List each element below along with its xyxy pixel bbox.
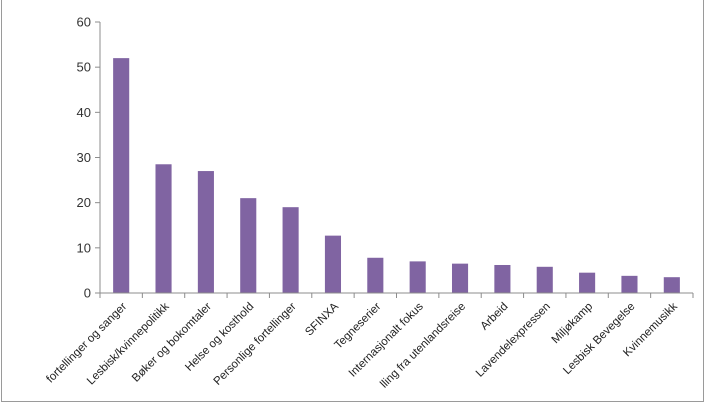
x-axis: fortellinger og sangerLesbisk/kvinnepoli… — [44, 292, 694, 391]
bar — [621, 275, 638, 293]
y-tick-label: 50 — [77, 60, 91, 75]
y-tick-label: 30 — [77, 150, 91, 165]
x-tick-label: fortellinger og sanger — [44, 301, 129, 386]
bar — [663, 277, 680, 293]
x-tick-label: lling fra utenlandsreise — [378, 301, 468, 391]
bar — [536, 266, 553, 293]
bar — [155, 164, 172, 293]
bars — [113, 58, 680, 294]
y-tick-label: 40 — [77, 105, 91, 120]
x-tick-label: Miljøkamp — [550, 301, 596, 347]
y-axis: 0 10 20 30 40 50 60 — [77, 15, 101, 301]
bar — [113, 58, 130, 294]
x-tick-label: Lavendelexpressen — [474, 301, 553, 380]
bar — [451, 263, 469, 293]
x-tick-label: Bøker og bokomtaler — [130, 301, 214, 385]
bar — [579, 272, 596, 293]
y-tick-label: 10 — [77, 240, 91, 255]
bar — [494, 264, 511, 293]
bar — [197, 171, 214, 293]
y-tick-label: 20 — [77, 195, 91, 210]
x-tick-label: Lesbisk/kvinnepolitikk — [85, 300, 172, 387]
x-tick-label: Internasjonalt fokus — [347, 300, 426, 379]
x-tick-label: Lesbisk Bevegelse — [561, 301, 637, 377]
y-tick-label: 60 — [77, 15, 91, 30]
bar — [409, 261, 426, 293]
bar — [324, 235, 342, 293]
bar — [367, 257, 384, 293]
y-tick-label: 0 — [84, 286, 91, 301]
bar — [282, 207, 299, 293]
x-tick-label: Personlige fortellinger — [212, 301, 299, 388]
bar — [240, 198, 257, 293]
x-tick-label: Arbeid — [479, 301, 511, 333]
x-tick-label: SFINXA — [303, 300, 341, 338]
